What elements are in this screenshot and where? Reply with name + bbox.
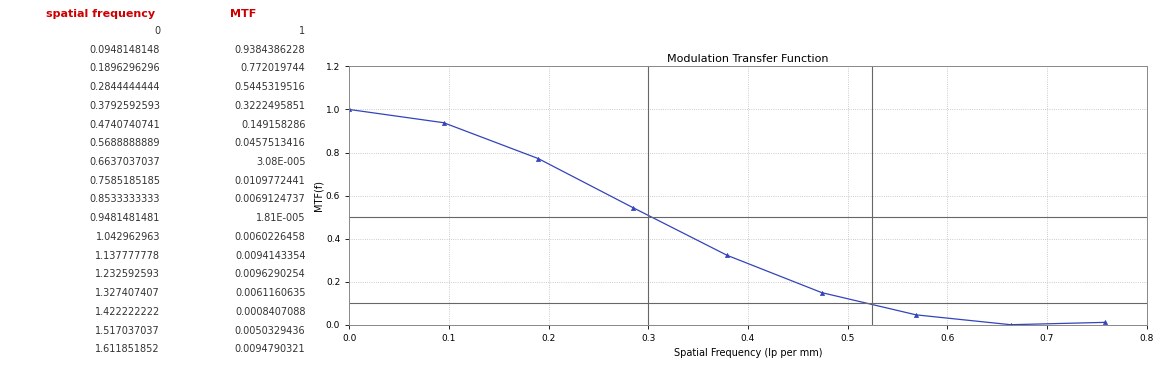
Text: 0.0060226458: 0.0060226458 xyxy=(235,232,305,242)
Text: 1: 1 xyxy=(299,26,305,36)
Text: 0.5688888889: 0.5688888889 xyxy=(90,138,161,148)
Text: 0.8533333333: 0.8533333333 xyxy=(90,194,161,204)
Text: 0.0457513416: 0.0457513416 xyxy=(235,138,305,148)
Text: 0.0094790321: 0.0094790321 xyxy=(235,344,305,354)
Text: 0.0948148148: 0.0948148148 xyxy=(90,45,161,55)
Text: 0.3222495851: 0.3222495851 xyxy=(234,101,305,111)
Text: 1.327407407: 1.327407407 xyxy=(95,288,161,298)
Text: 1.517037037: 1.517037037 xyxy=(95,326,161,336)
Text: spatial frequency: spatial frequency xyxy=(47,9,155,19)
Text: 0.9481481481: 0.9481481481 xyxy=(90,213,161,223)
Text: 0.1896296296: 0.1896296296 xyxy=(90,63,161,73)
Text: 0.0061160635: 0.0061160635 xyxy=(235,288,305,298)
Text: 0.0050329436: 0.0050329436 xyxy=(235,326,305,336)
Text: 0.772019744: 0.772019744 xyxy=(241,63,305,73)
Text: 0.0069124737: 0.0069124737 xyxy=(235,194,305,204)
Text: 0.5445319516: 0.5445319516 xyxy=(235,82,305,92)
Text: 0.7585185185: 0.7585185185 xyxy=(90,176,161,186)
Text: MTF: MTF xyxy=(230,9,256,19)
Text: 0.2844444444: 0.2844444444 xyxy=(90,82,161,92)
Text: 1.422222222: 1.422222222 xyxy=(94,307,161,317)
Y-axis label: MTF(f): MTF(f) xyxy=(313,180,324,211)
Text: 1.81E-005: 1.81E-005 xyxy=(256,213,305,223)
Text: 0.9384386228: 0.9384386228 xyxy=(235,45,305,55)
Title: Modulation Transfer Function: Modulation Transfer Function xyxy=(667,54,829,64)
Text: 0.0096290254: 0.0096290254 xyxy=(235,269,305,279)
Text: 0.6637037037: 0.6637037037 xyxy=(90,157,161,167)
Text: 0.0094143354: 0.0094143354 xyxy=(235,251,305,261)
Text: 0: 0 xyxy=(154,26,161,36)
Text: 0.0109772441: 0.0109772441 xyxy=(235,176,305,186)
Text: 0.3792592593: 0.3792592593 xyxy=(90,101,161,111)
Text: 3.08E-005: 3.08E-005 xyxy=(256,157,305,167)
Text: 0.0008407088: 0.0008407088 xyxy=(235,307,305,317)
Text: 0.149158286: 0.149158286 xyxy=(241,120,305,130)
Text: 1.611851852: 1.611851852 xyxy=(95,344,161,354)
Text: 1.042962963: 1.042962963 xyxy=(95,232,161,242)
Text: 1.232592593: 1.232592593 xyxy=(95,269,161,279)
Text: 0.4740740741: 0.4740740741 xyxy=(90,120,161,130)
Text: 1.137777778: 1.137777778 xyxy=(95,251,161,261)
X-axis label: Spatial Frequency (lp per mm): Spatial Frequency (lp per mm) xyxy=(674,348,822,358)
